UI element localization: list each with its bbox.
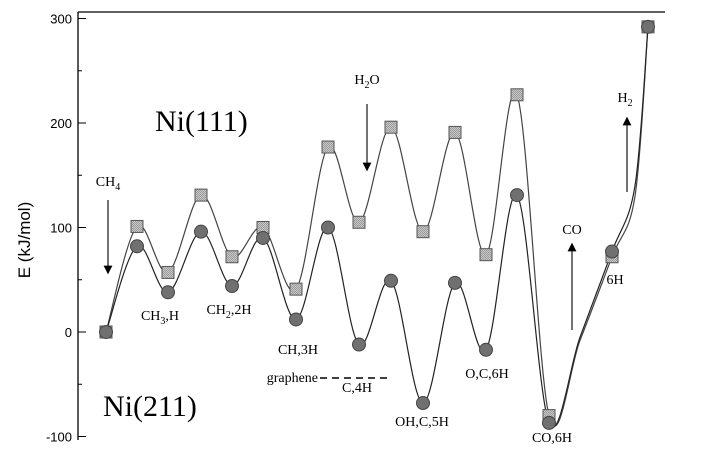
surface-label-ni211: Ni(211): [103, 390, 197, 423]
ni211-point: [256, 230, 270, 245]
ni111-point: [321, 140, 335, 154]
y-tick-label: 100: [50, 221, 72, 236]
marker-layer: [99, 19, 655, 430]
curve-layer: [105, 26, 649, 428]
annotation-layer: CH4 CH3,H CH2,2H CH,3H C,4H graphene H2O OH,C,5…: [96, 73, 633, 446]
axis-layer: -100 0 100 200 300: [46, 11, 665, 445]
annotation-ch-3h: CH,3H: [278, 343, 318, 358]
ni211-point: [510, 188, 524, 203]
annotation-h2: H2: [617, 91, 632, 109]
y-tick-label: 300: [50, 12, 72, 27]
ni111-point: [510, 88, 524, 102]
annotation-6h: 6H: [606, 273, 623, 288]
ni111-point: [479, 248, 493, 262]
ni111-point: [130, 219, 144, 233]
ni211-point: [479, 342, 493, 357]
annotation-c-4h: C,4H: [342, 381, 372, 396]
ni211-point: [130, 239, 144, 254]
ni211-point: [416, 396, 430, 411]
ni111-point: [352, 215, 366, 229]
annotation-ch3-h: CH3,H: [141, 309, 179, 327]
series-line-ni211: [105, 26, 649, 428]
ni111-point: [161, 265, 175, 279]
ni111-point: [194, 188, 208, 202]
ni211-point: [384, 273, 398, 288]
annotation-h2o: H2O: [354, 73, 379, 91]
y-axis-title: E (kJ/mol): [15, 202, 34, 279]
ni211-point: [352, 337, 366, 352]
ni211-point: [161, 285, 175, 300]
ni211-point: [289, 312, 303, 327]
y-tick-label: -100: [46, 430, 72, 445]
ni211-point: [321, 220, 335, 235]
ni211-point: [605, 244, 619, 259]
annotation-graphene: graphene: [267, 371, 318, 386]
annotation-ch4: CH4: [96, 175, 120, 193]
ni111-point: [416, 225, 430, 239]
y-tick-label: 200: [50, 116, 72, 131]
ni211-point: [225, 279, 239, 294]
annotation-oh-c-5h: OH,C,5H: [395, 415, 449, 430]
ni111-point: [289, 282, 303, 296]
surface-label-ni111: Ni(111): [155, 105, 248, 138]
ni211-point: [194, 224, 208, 239]
annotation-co: CO: [562, 223, 581, 238]
ni111-point: [448, 125, 462, 139]
ni111-point: [384, 120, 398, 134]
ni111-point: [225, 250, 239, 264]
ni211-point: [542, 415, 556, 430]
y-tick-label: 0: [65, 325, 72, 340]
annotation-o-c-6h: O,C,6H: [465, 367, 509, 382]
annotation-ch2-2h: CH2,2H: [206, 303, 251, 321]
ni211-point: [99, 325, 113, 339]
ni211-point: [641, 19, 655, 34]
ni211-point: [448, 275, 462, 290]
annotation-co-6h: CO,6H: [532, 431, 572, 446]
series-line-ni111: [105, 26, 649, 427]
